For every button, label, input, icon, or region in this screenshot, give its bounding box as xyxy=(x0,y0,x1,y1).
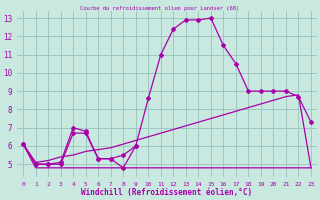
Text: Courbe du refroidissement olien pour Landser (68): Courbe du refroidissement olien pour Lan… xyxy=(80,6,240,11)
X-axis label: Windchill (Refroidissement éolien,°C): Windchill (Refroidissement éolien,°C) xyxy=(82,188,252,197)
